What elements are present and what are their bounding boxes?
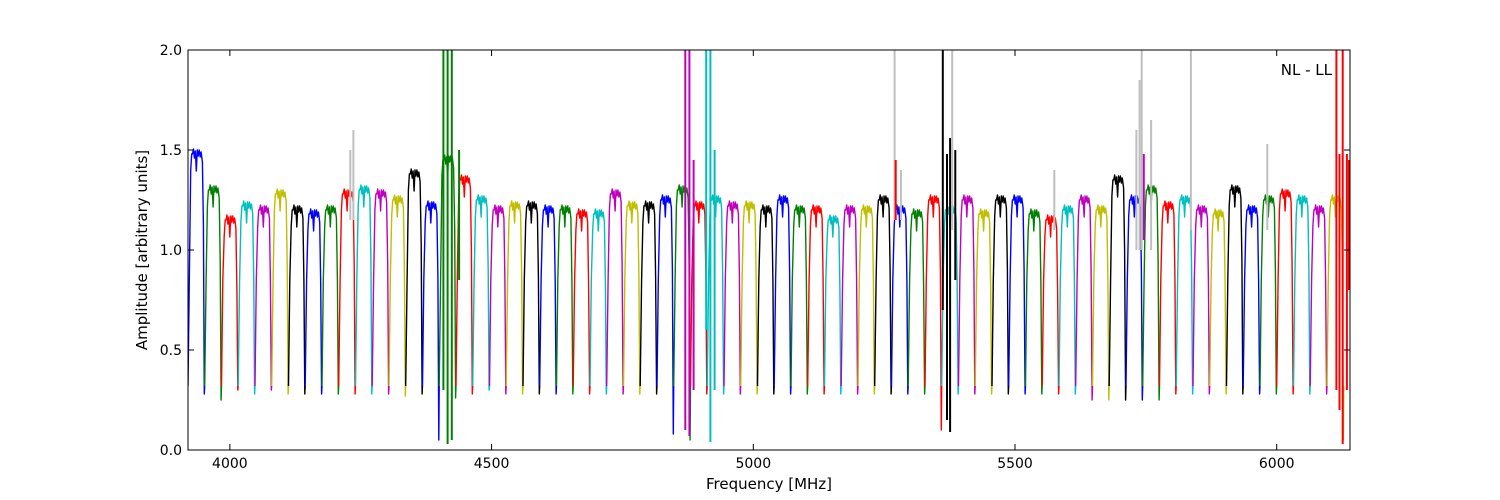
band-line xyxy=(220,214,239,391)
y-tick-label: 0.0 xyxy=(160,443,182,459)
band-line xyxy=(773,194,792,395)
y-axis: 0.0 0.5 1.0 1.5 2.0 xyxy=(160,43,1350,459)
band-line xyxy=(874,194,893,395)
band-line xyxy=(1192,204,1211,395)
band-line xyxy=(840,204,859,395)
x-tick-label: 4500 xyxy=(474,456,510,472)
band-line xyxy=(1242,204,1261,395)
band-line xyxy=(1108,174,1127,401)
band-line xyxy=(924,194,943,431)
band-line xyxy=(388,194,407,397)
band-line xyxy=(639,200,658,395)
band-line xyxy=(555,204,574,395)
band-line xyxy=(421,200,440,441)
rfi-spikes xyxy=(349,50,1350,444)
band-line xyxy=(522,200,541,395)
x-tick-label: 6000 xyxy=(1259,456,1295,472)
band-line xyxy=(472,194,491,391)
band-line xyxy=(957,194,976,395)
band-line xyxy=(237,200,256,395)
band-line xyxy=(723,200,742,395)
band-line xyxy=(188,148,206,395)
x-axis: 4000 4500 5000 5500 6000 xyxy=(212,50,1295,472)
band-line xyxy=(354,184,373,395)
band-line xyxy=(656,194,675,435)
band-line xyxy=(974,208,993,395)
band-line xyxy=(1041,214,1060,395)
y-tick-label: 2.0 xyxy=(160,43,182,59)
band-line xyxy=(1008,194,1027,395)
band-line xyxy=(1058,204,1077,395)
band-line xyxy=(1158,200,1177,395)
band-line xyxy=(1292,194,1311,395)
band-line xyxy=(539,204,558,395)
x-tick-label: 5000 xyxy=(735,456,771,472)
band-line xyxy=(1309,204,1328,395)
x-tick-label: 5500 xyxy=(997,456,1033,472)
plot-background xyxy=(188,50,1350,450)
band-line xyxy=(756,204,775,395)
bandpass-series xyxy=(188,148,1345,441)
band-line xyxy=(857,204,876,395)
band-line xyxy=(488,204,507,395)
band-line xyxy=(1225,184,1244,395)
x-tick-label: 4000 xyxy=(212,456,248,472)
band-line xyxy=(740,200,759,395)
band-line xyxy=(304,208,323,395)
band-line xyxy=(572,208,591,395)
band-line xyxy=(823,214,842,395)
band-line xyxy=(204,184,223,401)
band-line xyxy=(405,168,424,395)
baseline-annotation: NL - LL xyxy=(1281,61,1333,79)
band-line xyxy=(1276,188,1295,395)
x-axis-title: Frequency [MHz] xyxy=(706,475,832,493)
band-line xyxy=(1075,194,1094,401)
band-line xyxy=(673,184,692,441)
band-line xyxy=(505,200,524,395)
band-line xyxy=(321,204,340,395)
band-line xyxy=(271,188,290,395)
band-line xyxy=(371,188,390,395)
band-line xyxy=(907,208,926,395)
band-line xyxy=(589,208,608,395)
band-line xyxy=(254,204,273,391)
y-tick-label: 1.0 xyxy=(160,243,182,259)
y-tick-label: 1.5 xyxy=(160,143,182,159)
band-line xyxy=(1091,204,1110,401)
y-axis-title: Amplitude [arbitrary units] xyxy=(133,150,151,350)
band-line xyxy=(1259,194,1278,395)
y-tick-label: 0.5 xyxy=(160,343,182,359)
band-line xyxy=(622,200,641,395)
band-line xyxy=(606,188,625,395)
band-line xyxy=(1209,208,1228,395)
band-line xyxy=(1024,208,1043,395)
band-line xyxy=(991,194,1010,395)
band-line xyxy=(287,204,306,395)
band-line xyxy=(807,204,826,395)
band-line xyxy=(790,204,809,395)
